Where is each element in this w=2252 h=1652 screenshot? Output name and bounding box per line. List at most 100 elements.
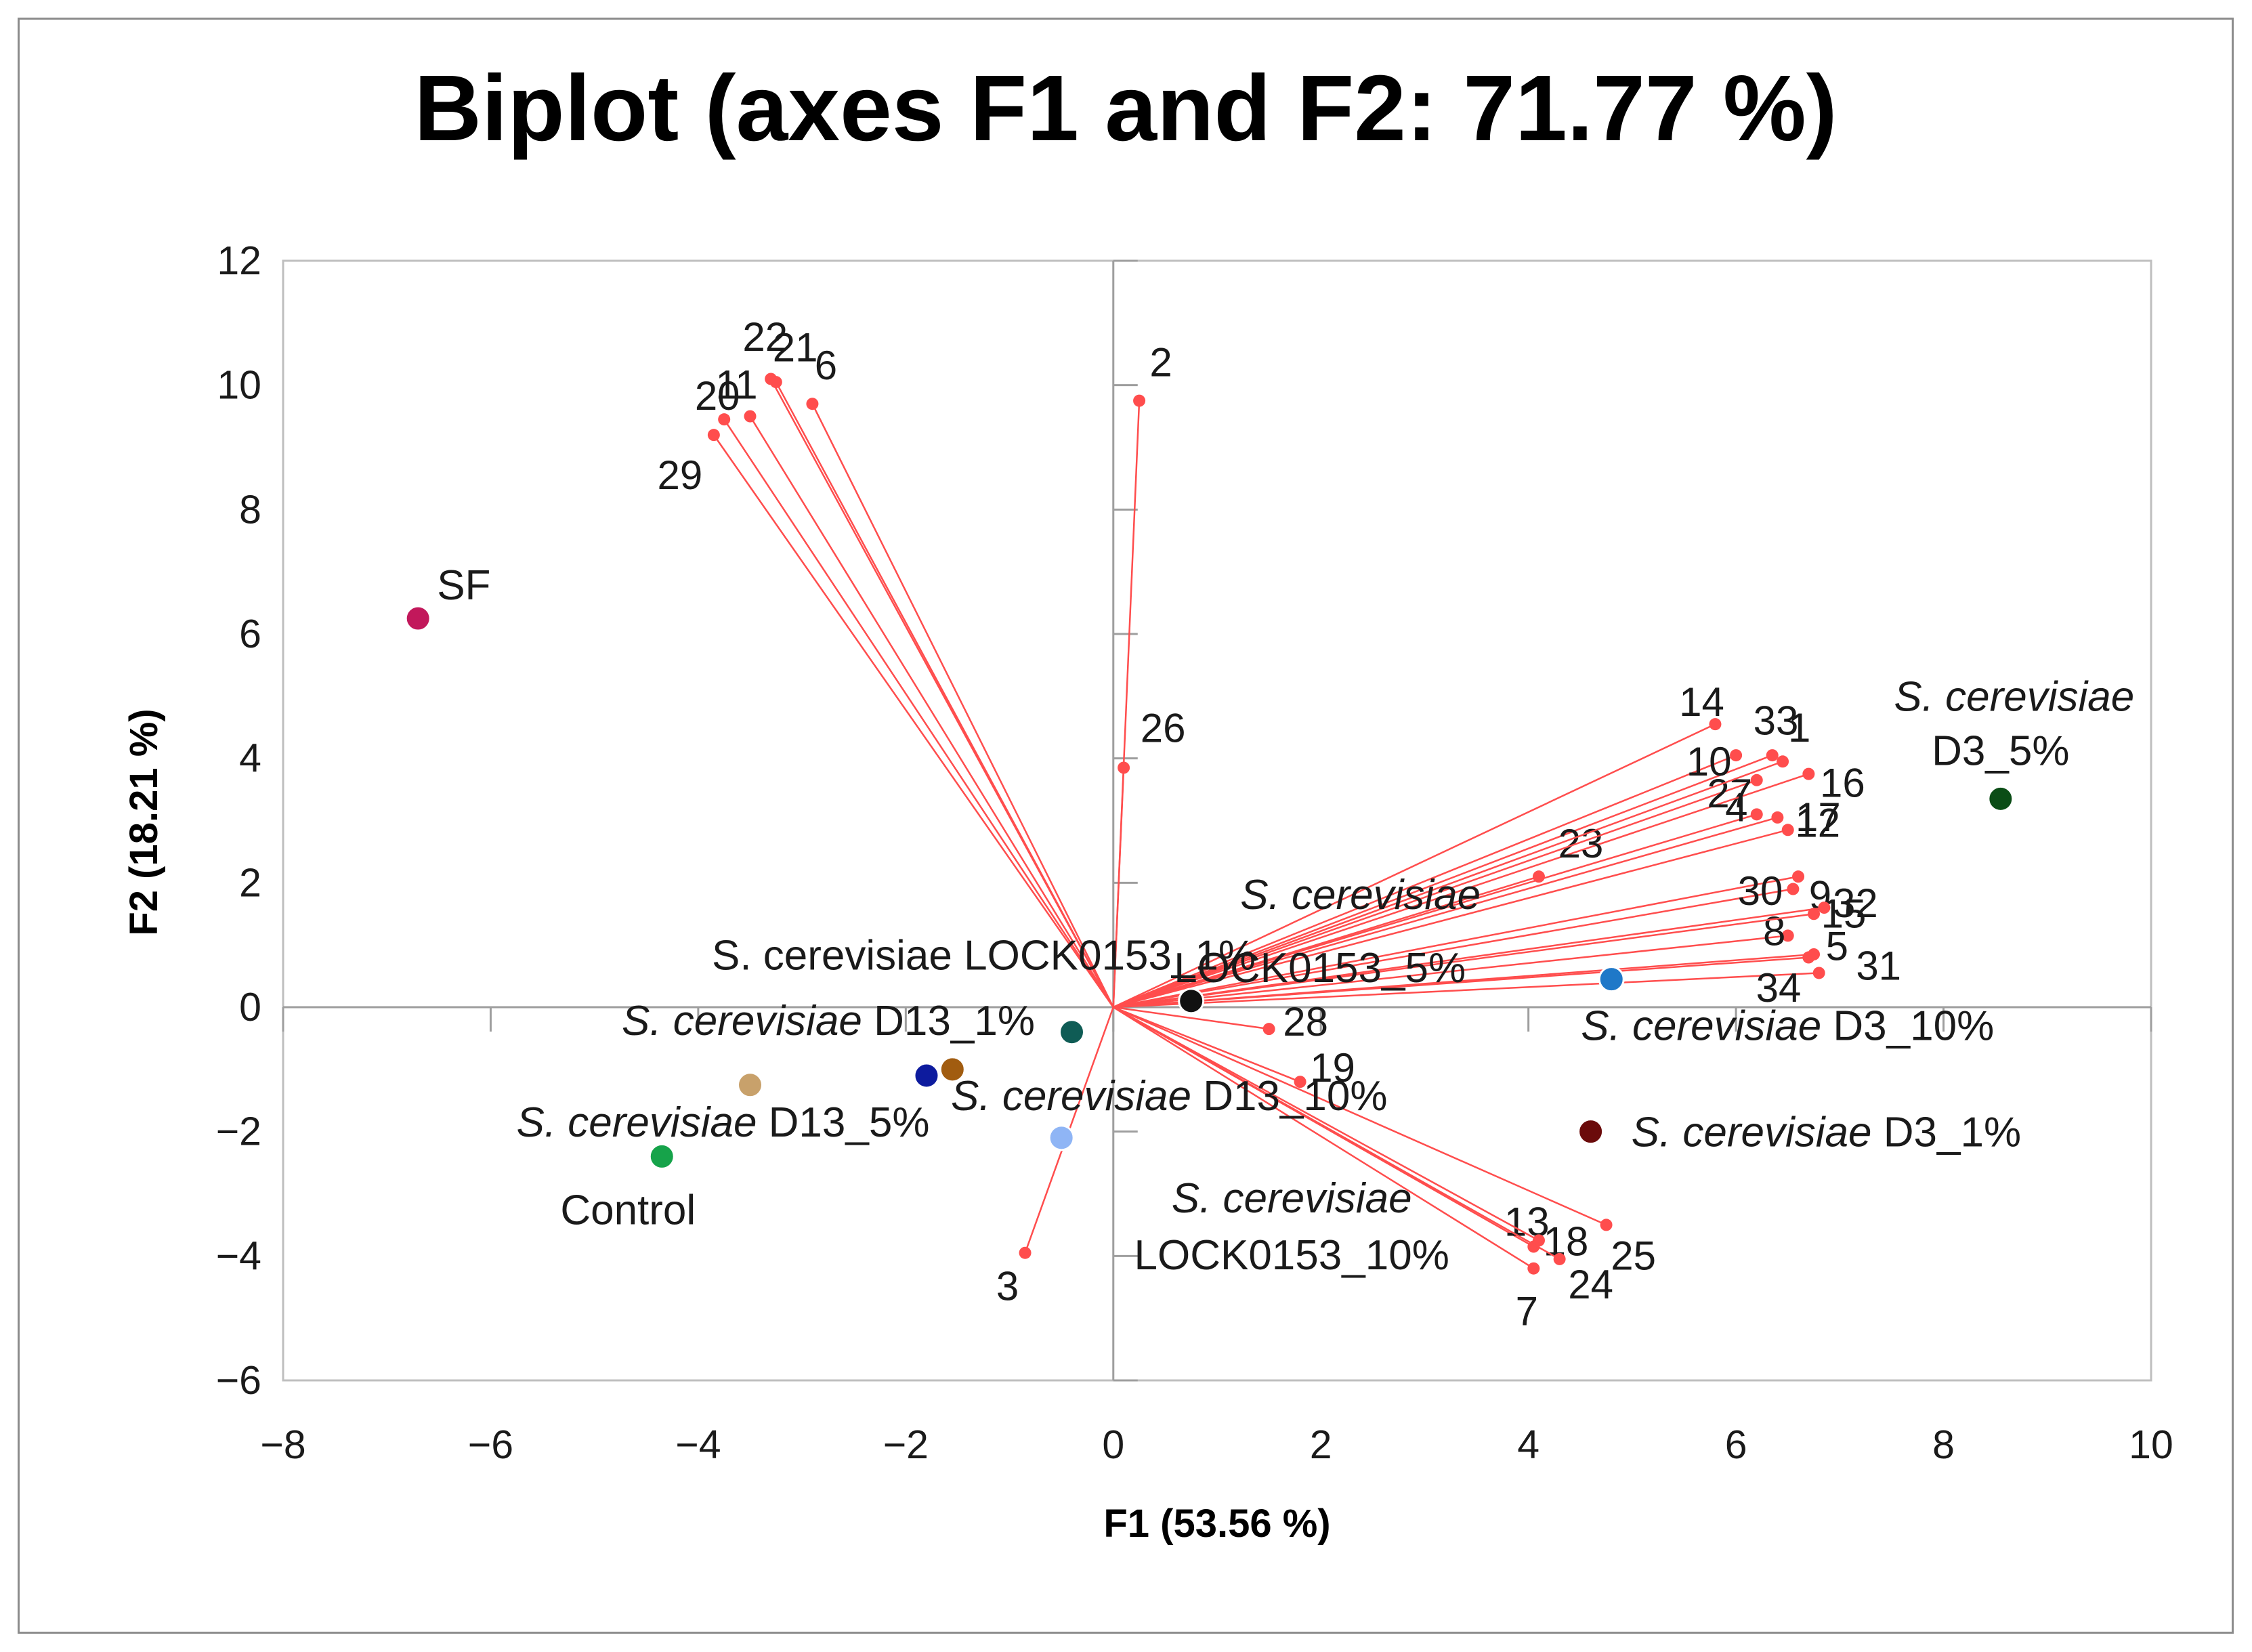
variable-label: 2: [1149, 340, 1172, 385]
y-tick-label: −2: [216, 1109, 261, 1154]
variable-vector: [1113, 773, 1809, 1009]
observation-label-strain: D3_10%: [1833, 1003, 1994, 1050]
variable-point: [769, 376, 782, 389]
variable-vector: [1113, 875, 1539, 1009]
variable-vector: [1113, 906, 1825, 1009]
x-axis-ticks: −8 −6 −4 −2 0 2 4 6 8 10: [260, 1422, 2173, 1467]
variable-vector: [1112, 767, 1125, 1008]
observation-label-strain: D3_5%: [1932, 727, 2069, 774]
variable-point: [1802, 767, 1815, 780]
y-tick-label: −6: [216, 1358, 261, 1403]
variable-label: 31: [1856, 943, 1901, 988]
variable-vector: [1113, 761, 1783, 1009]
variable-label: 24: [1568, 1262, 1613, 1307]
x-tick-label: −4: [675, 1422, 721, 1467]
observation-label: SF: [437, 562, 490, 609]
variable-point: [1766, 749, 1779, 762]
variable-point: [1532, 870, 1545, 883]
variable-point: [744, 410, 757, 423]
variable-vector: [1113, 935, 1788, 1009]
variable-vector: [1113, 1006, 1269, 1030]
observation-point: [404, 605, 431, 632]
observation-points: [404, 605, 2014, 1170]
variable-point: [1019, 1246, 1032, 1259]
observation-label-species: S. cerevisiae: [517, 1099, 769, 1146]
y-tick-label: 0: [239, 985, 261, 1030]
y-tick-label: 10: [217, 363, 261, 408]
variable-vector: [1113, 1006, 1539, 1242]
variable-vector: [1113, 829, 1789, 1009]
variable-label: 29: [657, 452, 702, 498]
observation-label-strain: LOCK0153_5%: [1174, 945, 1466, 992]
variable-label: 20: [695, 373, 740, 419]
variable-point: [1730, 749, 1743, 762]
variable-label: 30: [1738, 868, 1783, 914]
variable-vector: [1113, 816, 1778, 1009]
variable-point: [1781, 824, 1794, 836]
observation-point: [913, 1062, 940, 1089]
observation-label-strain: D13_10%: [1203, 1073, 1387, 1120]
variable-point: [1553, 1252, 1566, 1265]
y-tick-label: 6: [239, 612, 261, 656]
variable-label: 34: [1756, 965, 1802, 1011]
variable-label: 4: [1725, 784, 1747, 830]
x-tick-label: −2: [883, 1422, 929, 1467]
variable-label: 7: [1516, 1289, 1538, 1334]
plot-area: [282, 259, 2152, 1382]
y-axis-title: F2 (18.21 %): [122, 708, 166, 935]
variable-label: 12: [1795, 800, 1840, 845]
variable-label: 32: [1833, 881, 1878, 926]
variable-vector: [1113, 1006, 1560, 1261]
variable-label: 21: [773, 324, 818, 370]
variable-vector: [713, 434, 1114, 1008]
variable-vector: [1113, 754, 1737, 1009]
x-tick-label: −8: [260, 1422, 305, 1467]
variable-vector: [1113, 754, 1773, 1009]
observation-label-species: S. cerevisiae: [1581, 1003, 1833, 1050]
observation-label: S. cerevisiae: [1240, 872, 1481, 918]
observation-label: S. cerevisiae: [1894, 673, 2134, 720]
observation-label-species: S. cerevisiae: [1240, 872, 1481, 918]
variable-vector: [775, 381, 1114, 1008]
variable-point: [1262, 1023, 1275, 1036]
variable-label: 18: [1544, 1219, 1589, 1264]
observation-label: S. cerevisiae D3_10%: [1581, 1003, 1994, 1050]
variable-point: [1781, 929, 1794, 942]
variable-label: 10: [1686, 739, 1732, 784]
x-tick-label: −6: [468, 1422, 513, 1467]
chart-frame: Biplot (axes F1 and F2: 71.77 %) −8 −6 −4−…: [18, 18, 2234, 1634]
y-tick-label: 2: [239, 860, 261, 905]
observation-label-strain: D13_5%: [769, 1099, 930, 1146]
y-tick-label: 4: [239, 736, 261, 781]
variable-label: 14: [1679, 679, 1724, 725]
variable-label: 11: [715, 362, 757, 408]
observation-label: S. cerevisiae D13_5%: [517, 1099, 930, 1146]
observation-label: LOCK0153_10%: [1134, 1232, 1449, 1279]
y-tick-label: 12: [217, 238, 261, 283]
observation-label-strain: D3_1%: [1884, 1109, 2021, 1156]
observation-label: D3_5%: [1932, 727, 2069, 774]
observation-label-species: S. cerevisiae: [1172, 1175, 1412, 1222]
x-tick-label: 0: [1102, 1422, 1124, 1467]
variable-vectors: 1234567891011121314151617181920212223242…: [657, 314, 1901, 1334]
variable-vector: [1113, 1006, 1534, 1269]
variable-vector: [1113, 779, 1758, 1009]
y-axis-ticks: −6 −4 −2 0 2 4 6 8 10 12: [216, 238, 261, 1403]
variable-point: [707, 429, 720, 442]
variable-vector: [1113, 723, 1716, 1009]
x-tick-label: 6: [1725, 1422, 1747, 1467]
variable-label: 5: [1826, 924, 1848, 969]
variable-point: [1750, 808, 1763, 821]
x-tick-label: 4: [1517, 1422, 1539, 1467]
variable-point: [1750, 774, 1763, 786]
observation-label: S. cerevisiae D13_10%: [951, 1073, 1387, 1120]
zero-axes: [282, 259, 2152, 1382]
variable-label: 33: [1754, 698, 1799, 743]
observation-label-strain: LOCK0153_1%: [964, 933, 1256, 979]
variable-point: [1527, 1262, 1540, 1275]
variable-point: [1133, 394, 1146, 407]
observation-label: S. cerevisiae D13_1%: [622, 998, 1035, 1044]
variable-point: [1294, 1076, 1306, 1088]
variable-vector: [1113, 953, 1814, 1009]
